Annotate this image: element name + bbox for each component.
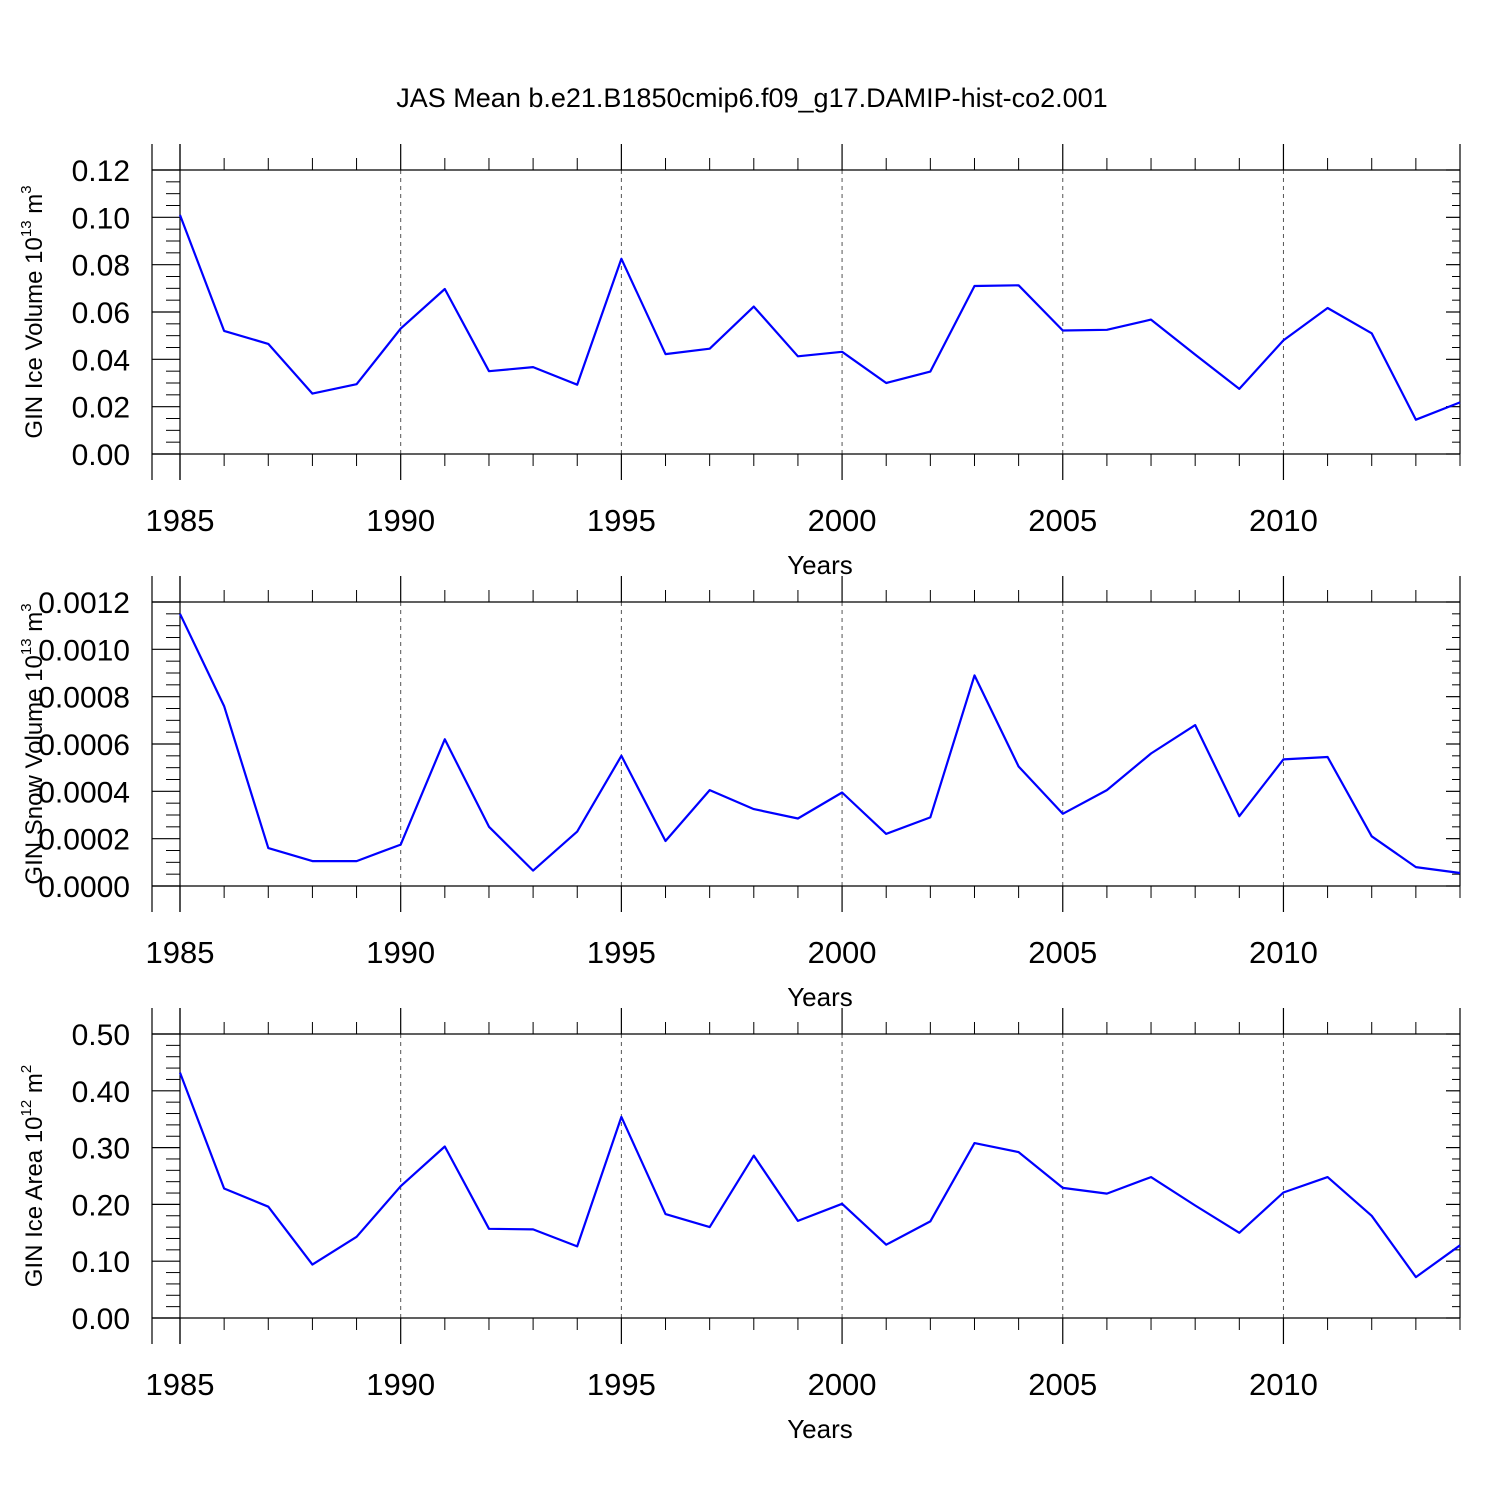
x-tick-label: 1995 (587, 935, 656, 970)
y-tick-label: 0.0004 (38, 776, 130, 809)
y-tick-label: 0.00 (72, 1303, 130, 1336)
y-tick-label: 0.06 (72, 297, 130, 330)
x-tick-label: 2005 (1028, 1367, 1097, 1402)
y-axis-label: GIN Ice Area 1012 m2 (18, 1065, 48, 1287)
y-tick-label: 0.0010 (38, 634, 130, 667)
x-tick-label: 2010 (1249, 503, 1318, 538)
series-line (178, 1072, 1461, 1279)
y-tick-label: 0.0000 (38, 871, 130, 904)
x-tick-label: 1995 (587, 1367, 656, 1402)
x-tick-label: 2000 (808, 503, 877, 538)
y-tick-label: 0.0006 (38, 729, 130, 762)
y-tick-label: 0.40 (72, 1076, 130, 1109)
x-axis-label: Years (787, 550, 853, 580)
y-tick-label: 0.30 (72, 1133, 130, 1166)
x-tick-label: 2000 (808, 935, 877, 970)
y-tick-label: 0.04 (72, 344, 130, 377)
y-tick-label: 0.0012 (38, 587, 130, 620)
x-axis-label: Years (787, 1414, 853, 1444)
series-line (179, 613, 1461, 875)
x-tick-label: 1985 (146, 503, 215, 538)
x-tick-label: 2010 (1249, 935, 1318, 970)
panel-ice-volume: 0.00 0.02 0.04 0.06 0.08 0.10 0.12 1985 1990 1995… (18, 144, 1461, 580)
y-tick-label: 0.00 (72, 439, 130, 472)
y-axis-label: GIN Ice Volume 1013 m3 (18, 185, 48, 438)
x-tick-label: 1990 (366, 1367, 435, 1402)
y-tick-label: 0.02 (72, 392, 130, 425)
x-tick-label: 1995 (587, 503, 656, 538)
x-tick-label: 1985 (146, 935, 215, 970)
panel-ice-area: 0.00 0.10 0.20 0.30 0.40 0.50 1985 1990 1995 2000… (18, 1008, 1461, 1444)
y-axis-label: GIN Snow Volume 1013 m3 (18, 603, 48, 884)
series-line (178, 214, 1461, 421)
x-tick-label: 2000 (808, 1367, 877, 1402)
y-tick-label: 0.08 (72, 250, 130, 283)
y-tick-label: 0.0002 (38, 824, 130, 857)
y-tick-label: 0.10 (72, 202, 130, 235)
y-tick-label: 0.10 (72, 1246, 130, 1279)
x-tick-label: 1990 (366, 503, 435, 538)
x-tick-label: 2010 (1249, 1367, 1318, 1402)
y-tick-label: 0.0008 (38, 682, 130, 715)
x-tick-label: 1990 (366, 935, 435, 970)
x-tick-label: 1985 (146, 1367, 215, 1402)
y-tick-label: 0.20 (72, 1189, 130, 1222)
y-tick-label: 0.50 (72, 1019, 130, 1052)
x-tick-label: 2005 (1028, 503, 1097, 538)
x-tick-label: 2005 (1028, 935, 1097, 970)
panel-snow-volume: 0.0000 0.0002 0.0004 0.0006 0.0008 0.0010 0.00… (18, 576, 1461, 1012)
y-tick-label: 0.12 (72, 155, 130, 188)
x-axis-label: Years (787, 982, 853, 1012)
figure-title: JAS Mean b.e21.B1850cmip6.f09_g17.DAMIP-… (396, 83, 1107, 113)
